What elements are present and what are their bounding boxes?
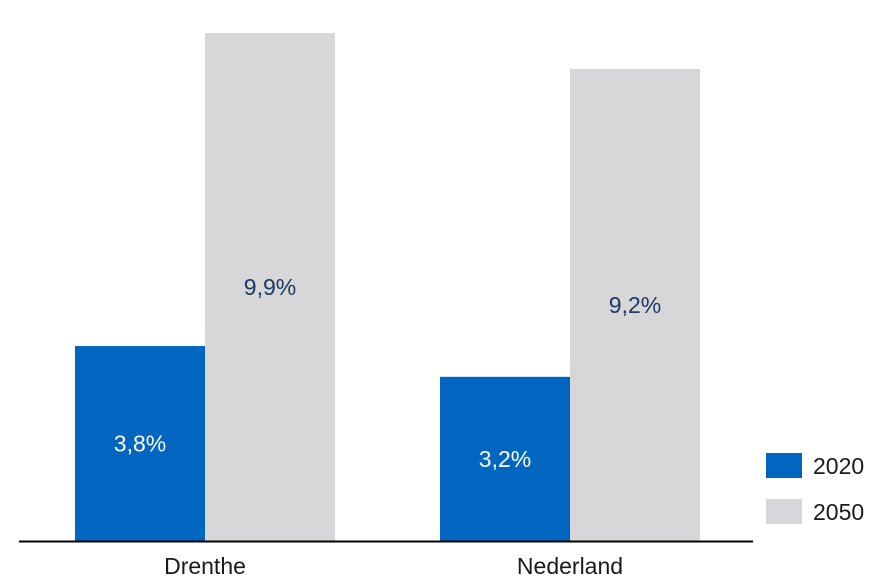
data-label-nederland-2020: 3,2% [479,446,531,472]
data-label-nederland-2050: 9,2% [609,292,661,318]
legend-label-2050: 2050 [813,499,864,525]
legend-label-2020: 2020 [813,453,864,479]
category-label-drenthe: Drenthe [164,553,246,578]
bars-group [75,33,700,542]
legend: 2020 2050 [766,453,864,525]
category-labels-group: Drenthe Nederland [164,553,623,578]
data-label-drenthe-2050: 9,9% [244,274,296,300]
bar-nederland-2050 [570,69,700,541]
legend-swatch-2050 [766,499,802,524]
bar-nederland-2020 [440,376,570,541]
data-labels-group: 3,8% 9,9% 3,2% 9,2% [114,274,661,472]
data-label-drenthe-2020: 3,8% [114,431,166,457]
category-label-nederland: Nederland [517,553,623,578]
legend-swatch-2020 [766,453,802,478]
bar-drenthe-2050 [205,33,335,542]
bar-drenthe-2020 [75,346,205,541]
